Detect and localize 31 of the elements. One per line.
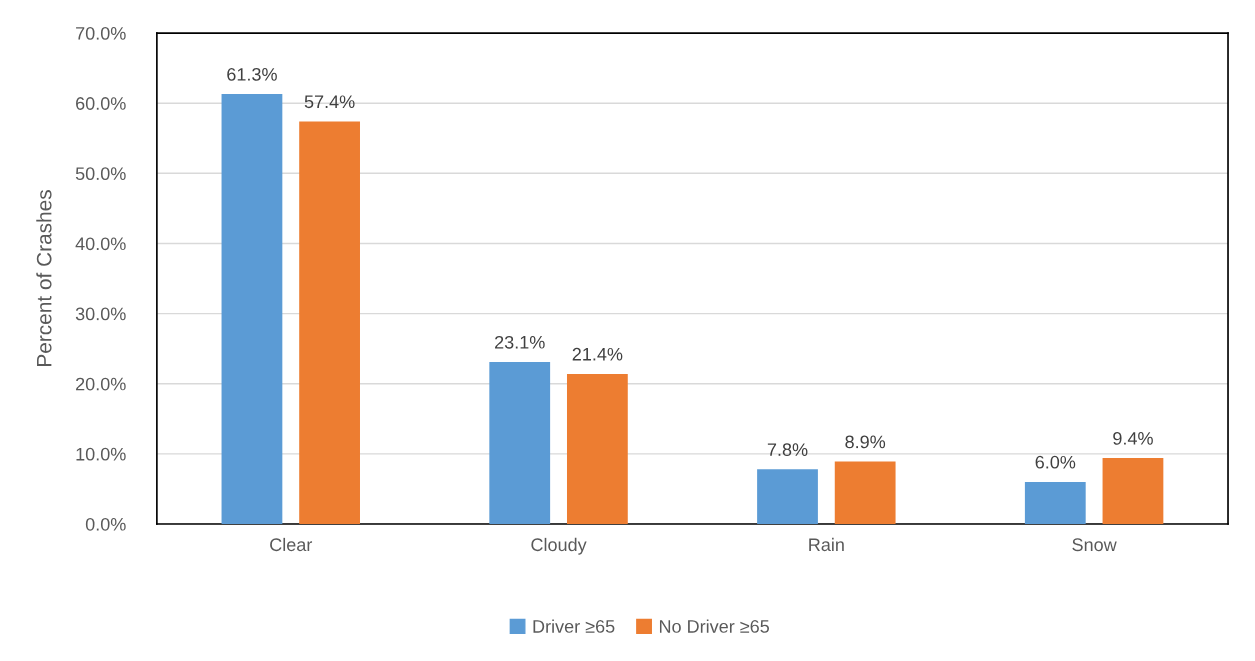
bar	[1102, 458, 1164, 524]
x-tick-label: Clear	[270, 537, 313, 552]
y-tick-label: 0.0%	[85, 517, 126, 531]
data-label: 23.1%	[495, 335, 545, 349]
legend-label: Driver ≥65	[533, 619, 615, 633]
bar	[299, 121, 360, 524]
x-tick-label: Rain	[809, 537, 844, 552]
y-tick-label: 70.0%	[76, 26, 126, 40]
data-label: 57.4%	[304, 95, 355, 109]
y-tick-label: 30.0%	[75, 307, 126, 321]
data-label: 61.3%	[227, 67, 277, 81]
x-tick-label: Snow	[1072, 538, 1117, 552]
data-label: 8.9%	[845, 435, 886, 449]
data-label: 6.0%	[1035, 455, 1076, 469]
y-tick-label: 10.0%	[76, 447, 126, 461]
bar	[221, 94, 283, 524]
bar	[566, 373, 628, 524]
data-label: 9.4%	[1113, 431, 1153, 445]
bar	[489, 361, 551, 524]
bar	[834, 461, 896, 524]
y-tick-label: 50.0%	[75, 167, 126, 181]
legend-label: No Driver ≥65	[659, 619, 769, 633]
data-label: 7.8%	[767, 443, 808, 456]
y-tick-label: 20.0%	[76, 377, 126, 391]
y-tick-label: 40.0%	[75, 237, 126, 251]
x-tick-label: Cloudy	[531, 537, 587, 555]
bar	[757, 469, 818, 524]
bar	[1024, 481, 1086, 524]
y-tick-label: 60.0%	[76, 97, 126, 110]
data-label: 21.4%	[572, 347, 623, 361]
y-axis-title: Percent of Crashes	[36, 190, 52, 366]
